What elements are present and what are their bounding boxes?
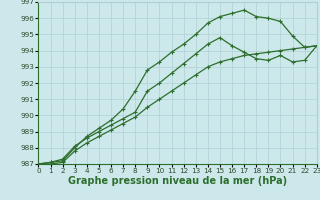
X-axis label: Graphe pression niveau de la mer (hPa): Graphe pression niveau de la mer (hPa) bbox=[68, 176, 287, 186]
